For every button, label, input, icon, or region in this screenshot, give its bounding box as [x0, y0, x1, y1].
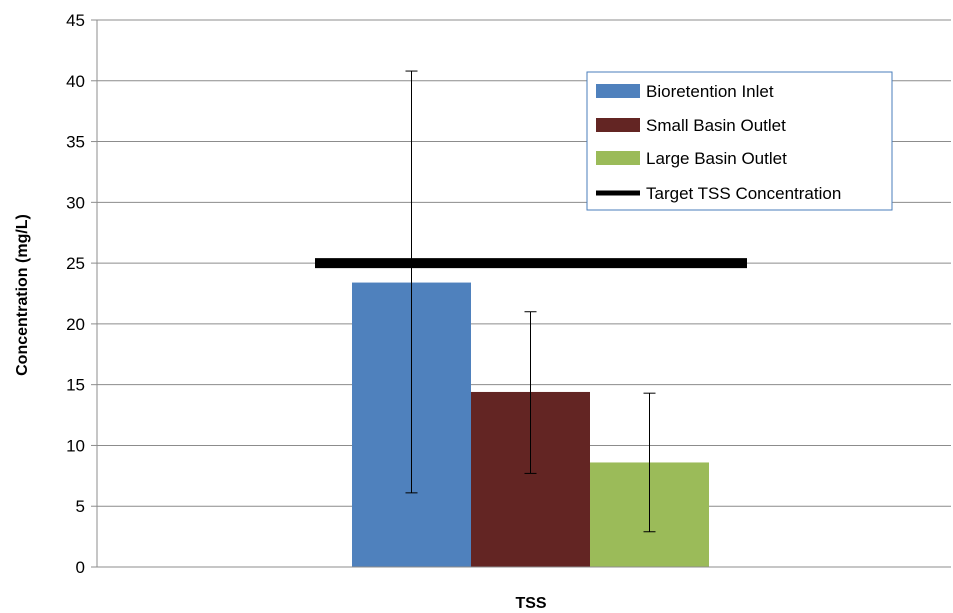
legend-swatch-bioretention-inlet — [596, 84, 640, 98]
y-tick-label: 5 — [76, 497, 85, 516]
y-tick-label: 25 — [66, 254, 85, 273]
legend-label-large-basin-outlet: Large Basin Outlet — [646, 149, 787, 168]
y-axis-title: Concentration (mg/L) — [14, 214, 31, 376]
error-bars — [405, 70, 656, 533]
legend-label-small-basin-outlet: Small Basin Outlet — [646, 116, 786, 135]
y-tick-label: 35 — [66, 133, 85, 152]
legend-label-bioretention-inlet: Bioretention Inlet — [646, 82, 774, 101]
legend-label-target: Target TSS Concentration — [646, 184, 841, 203]
y-tick-label: 30 — [66, 193, 85, 212]
legend-swatch-small-basin-outlet — [596, 118, 640, 132]
y-tick-label: 0 — [76, 558, 85, 577]
y-tick-label: 20 — [66, 315, 85, 334]
y-tick-label: 40 — [66, 72, 85, 91]
legend-swatch-large-basin-outlet — [596, 151, 640, 165]
y-axis-ticks: 0 5 10 15 20 25 30 35 40 45 — [66, 11, 97, 577]
x-axis-title: TSS — [515, 595, 546, 612]
legend: Bioretention Inlet Small Basin Outlet La… — [586, 71, 893, 211]
y-tick-label: 45 — [66, 11, 85, 30]
y-tick-label: 10 — [66, 436, 85, 455]
y-tick-label: 15 — [66, 376, 85, 395]
